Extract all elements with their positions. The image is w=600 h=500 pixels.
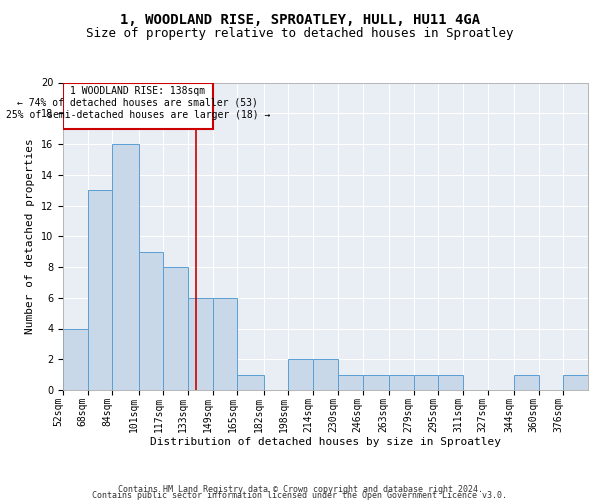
Text: Contains public sector information licensed under the Open Government Licence v3: Contains public sector information licen… — [92, 490, 508, 500]
Text: Size of property relative to detached houses in Sproatley: Size of property relative to detached ho… — [86, 28, 514, 40]
Bar — [438, 374, 463, 390]
Text: Contains HM Land Registry data © Crown copyright and database right 2024.: Contains HM Land Registry data © Crown c… — [118, 485, 482, 494]
Bar — [289, 359, 313, 390]
Bar — [63, 82, 213, 128]
Bar — [213, 298, 238, 390]
Bar — [63, 328, 88, 390]
Bar — [139, 252, 163, 390]
Bar — [514, 374, 539, 390]
Bar — [163, 267, 188, 390]
Text: 1 WOODLAND RISE: 138sqm: 1 WOODLAND RISE: 138sqm — [70, 86, 205, 97]
Y-axis label: Number of detached properties: Number of detached properties — [25, 138, 35, 334]
Text: 1, WOODLAND RISE, SPROATLEY, HULL, HU11 4GA: 1, WOODLAND RISE, SPROATLEY, HULL, HU11 … — [120, 12, 480, 26]
Text: 25% of semi-detached houses are larger (18) →: 25% of semi-detached houses are larger (… — [6, 110, 270, 120]
Bar — [188, 298, 213, 390]
Bar — [338, 374, 362, 390]
Bar — [389, 374, 413, 390]
Bar — [112, 144, 139, 390]
Bar — [313, 359, 338, 390]
Bar — [238, 374, 264, 390]
Bar — [563, 374, 588, 390]
Bar — [88, 190, 112, 390]
X-axis label: Distribution of detached houses by size in Sproatley: Distribution of detached houses by size … — [150, 437, 501, 447]
Bar — [362, 374, 389, 390]
Bar — [413, 374, 438, 390]
Text: ← 74% of detached houses are smaller (53): ← 74% of detached houses are smaller (53… — [17, 98, 259, 108]
